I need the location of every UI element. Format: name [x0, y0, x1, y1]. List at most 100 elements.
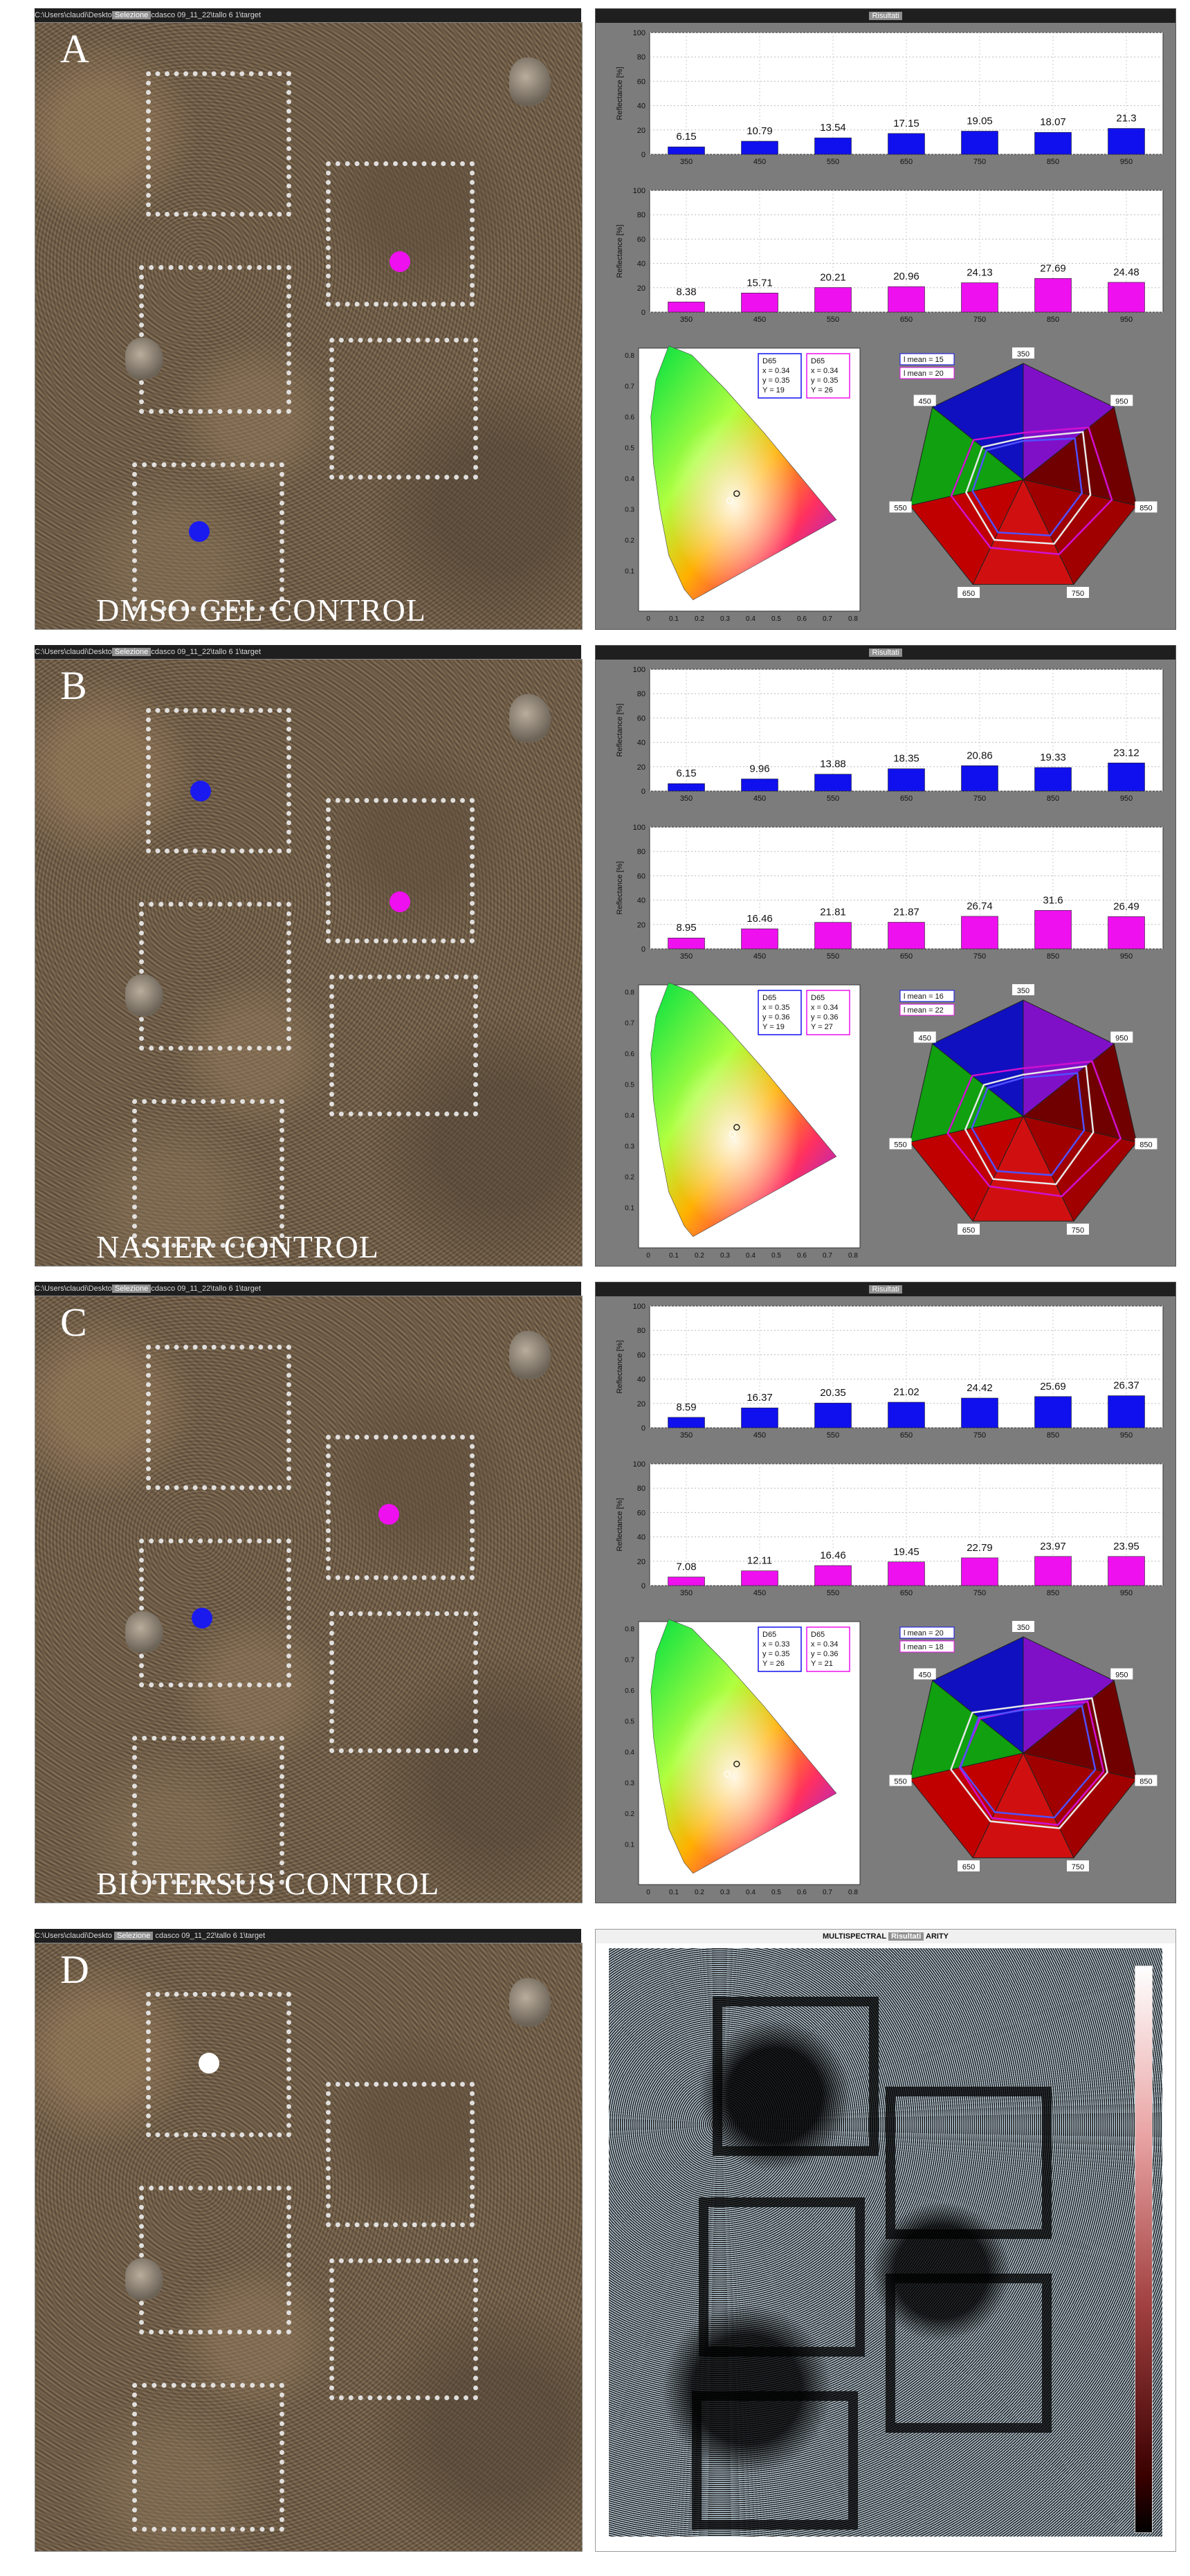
y-tick-label: 0.1 [625, 1842, 634, 1849]
d65-line: y = 0.35 [811, 377, 838, 385]
bar [1034, 1556, 1072, 1586]
radar-label-bg [1135, 1775, 1157, 1786]
bar [741, 779, 778, 792]
y-tick-label: 80 [637, 1485, 646, 1493]
radar-band-label: 350 [1017, 350, 1029, 359]
results-plots: 0 20 40 60 80 100 Reflectance [%] 8.59 350 16.37 4… [616, 1303, 1164, 1896]
d65-line: x = 0.34 [811, 1004, 838, 1012]
x-tick-label: 0.6 [797, 1889, 807, 1896]
mean-legend: l mean = 20 l mean = 18 [899, 1626, 955, 1653]
cie-chromaticity-diagram: 0 0.1 0.2 0.3 0.4 0.5 0.6 0.7 0.8 0.1 0.2 0.3 0.4 0.5… [625, 982, 861, 1260]
bar [814, 287, 852, 313]
rock [125, 1611, 163, 1653]
msi-title-prefix: MULTISPECTRAL [823, 1932, 886, 1941]
panel-letter: B [60, 663, 87, 708]
test-square [326, 798, 475, 943]
x-tick-label: 0.3 [720, 615, 730, 623]
radar-band-label: 550 [894, 1777, 906, 1786]
bar-value-label: 18.07 [1040, 116, 1066, 128]
white-point-region [650, 345, 836, 600]
y-tick-label: 20 [637, 1400, 646, 1408]
panel-letter: A [60, 26, 89, 71]
test-square [326, 161, 475, 307]
title-text: Selezione [111, 1285, 152, 1293]
radar-label-bg [889, 1775, 912, 1786]
sample-dot-blue [189, 521, 210, 542]
d65-coordinate-box: D65 x = 0.35y = 0.36Y = 19 [758, 990, 802, 1035]
x-tick-label: 350 [680, 795, 693, 803]
x-tick-label: 550 [827, 158, 839, 166]
x-tick-label: 0.2 [695, 615, 704, 623]
bar [888, 133, 925, 155]
bar [961, 765, 998, 792]
bar-value-label: 20.35 [820, 1387, 846, 1399]
window-title-bar: C:\Users\claudi\Deskto Selezione cdasco 09… [35, 8, 581, 22]
d65-box-frame [758, 353, 802, 399]
stone-photo: B NASIER CONTROL [35, 659, 583, 1267]
panel-caption: DMSO GEL CONTROL [96, 592, 426, 628]
dark-square-trace [692, 2391, 858, 2530]
stone-photo: D [35, 1943, 583, 2552]
radar-band-label: 450 [919, 1035, 931, 1043]
x-tick-label: 650 [900, 952, 913, 961]
x-tick-label: 850 [1047, 158, 1059, 166]
y-tick-label: 0.1 [625, 568, 634, 576]
y-tick-label: 80 [637, 211, 646, 219]
y-tick-label: 60 [637, 1509, 646, 1517]
rock [509, 57, 551, 106]
d65-coordinate-box: D65 x = 0.34y = 0.36Y = 27 [806, 990, 850, 1035]
bar [888, 286, 925, 313]
bar-value-label: 18.35 [893, 753, 919, 765]
title-highlight: Selezione [113, 1932, 154, 1940]
test-square [326, 2082, 475, 2227]
title-path-prefix: C:\Users\claudi\Deskto [35, 1932, 112, 1940]
bar-value-label: 27.69 [1040, 262, 1066, 274]
sample-dot-blue [190, 781, 211, 801]
x-tick-label: 450 [753, 158, 766, 166]
chromaticity-point-blue [724, 1770, 731, 1777]
sample-dot-pink [390, 891, 410, 912]
results-title-bar: Risultati [596, 9, 1175, 23]
chromaticity-point-pink [733, 1761, 740, 1768]
msi-title-highlight: Risultati [888, 1932, 924, 1941]
y-tick-label: 100 [633, 1303, 646, 1311]
bar [668, 301, 705, 313]
title-text: Selezione [111, 648, 152, 656]
bar [1108, 763, 1145, 792]
reflectance-bar-chart: 0 20 40 60 80 100 Reflectance [%] 8.38 350 15.71 4… [616, 187, 1164, 324]
x-tick-label: 550 [827, 316, 839, 324]
mean-blue-label: l mean = 16 [904, 992, 944, 1001]
y-tick-label: 100 [633, 29, 646, 37]
x-tick-label: 550 [827, 952, 839, 961]
radar-sector [931, 999, 1024, 1118]
x-tick-label: 750 [973, 795, 986, 803]
radar-label-bg [1012, 347, 1034, 359]
bar-value-label: 21.87 [893, 907, 919, 918]
radar-band-label: 450 [919, 398, 931, 406]
d65-line: Y = 19 [762, 386, 785, 394]
x-tick-label: 350 [680, 1431, 693, 1440]
results-title: Risultati [869, 1285, 902, 1294]
bar-value-label: 6.15 [676, 131, 696, 143]
y-tick-label: 40 [637, 102, 646, 111]
sample-dot-blue [192, 1608, 212, 1629]
y-tick-label: 0.2 [625, 1174, 634, 1181]
test-square [329, 1611, 478, 1753]
radar-band-label: 650 [962, 1226, 975, 1235]
radar-label-bg [913, 1031, 936, 1043]
bar [1034, 910, 1072, 950]
y-tick-label: 60 [637, 235, 646, 244]
mean-blue-frame [899, 990, 955, 1002]
title-text: C:\Users\claudi\Deskto [35, 648, 112, 656]
x-tick-label: 0.3 [720, 1889, 730, 1896]
panel-d-title-bar: C:\Users\claudi\Deskto Selezione cdasco … [35, 1929, 581, 1943]
mean-pink-frame [899, 1640, 955, 1653]
y-tick-label: 80 [637, 848, 646, 856]
bar [668, 1417, 705, 1428]
test-square [139, 1539, 291, 1687]
d65-line: Y = 19 [762, 1023, 785, 1031]
x-tick-label: 0.8 [848, 615, 858, 623]
x-tick-label: 0.7 [823, 1252, 832, 1260]
